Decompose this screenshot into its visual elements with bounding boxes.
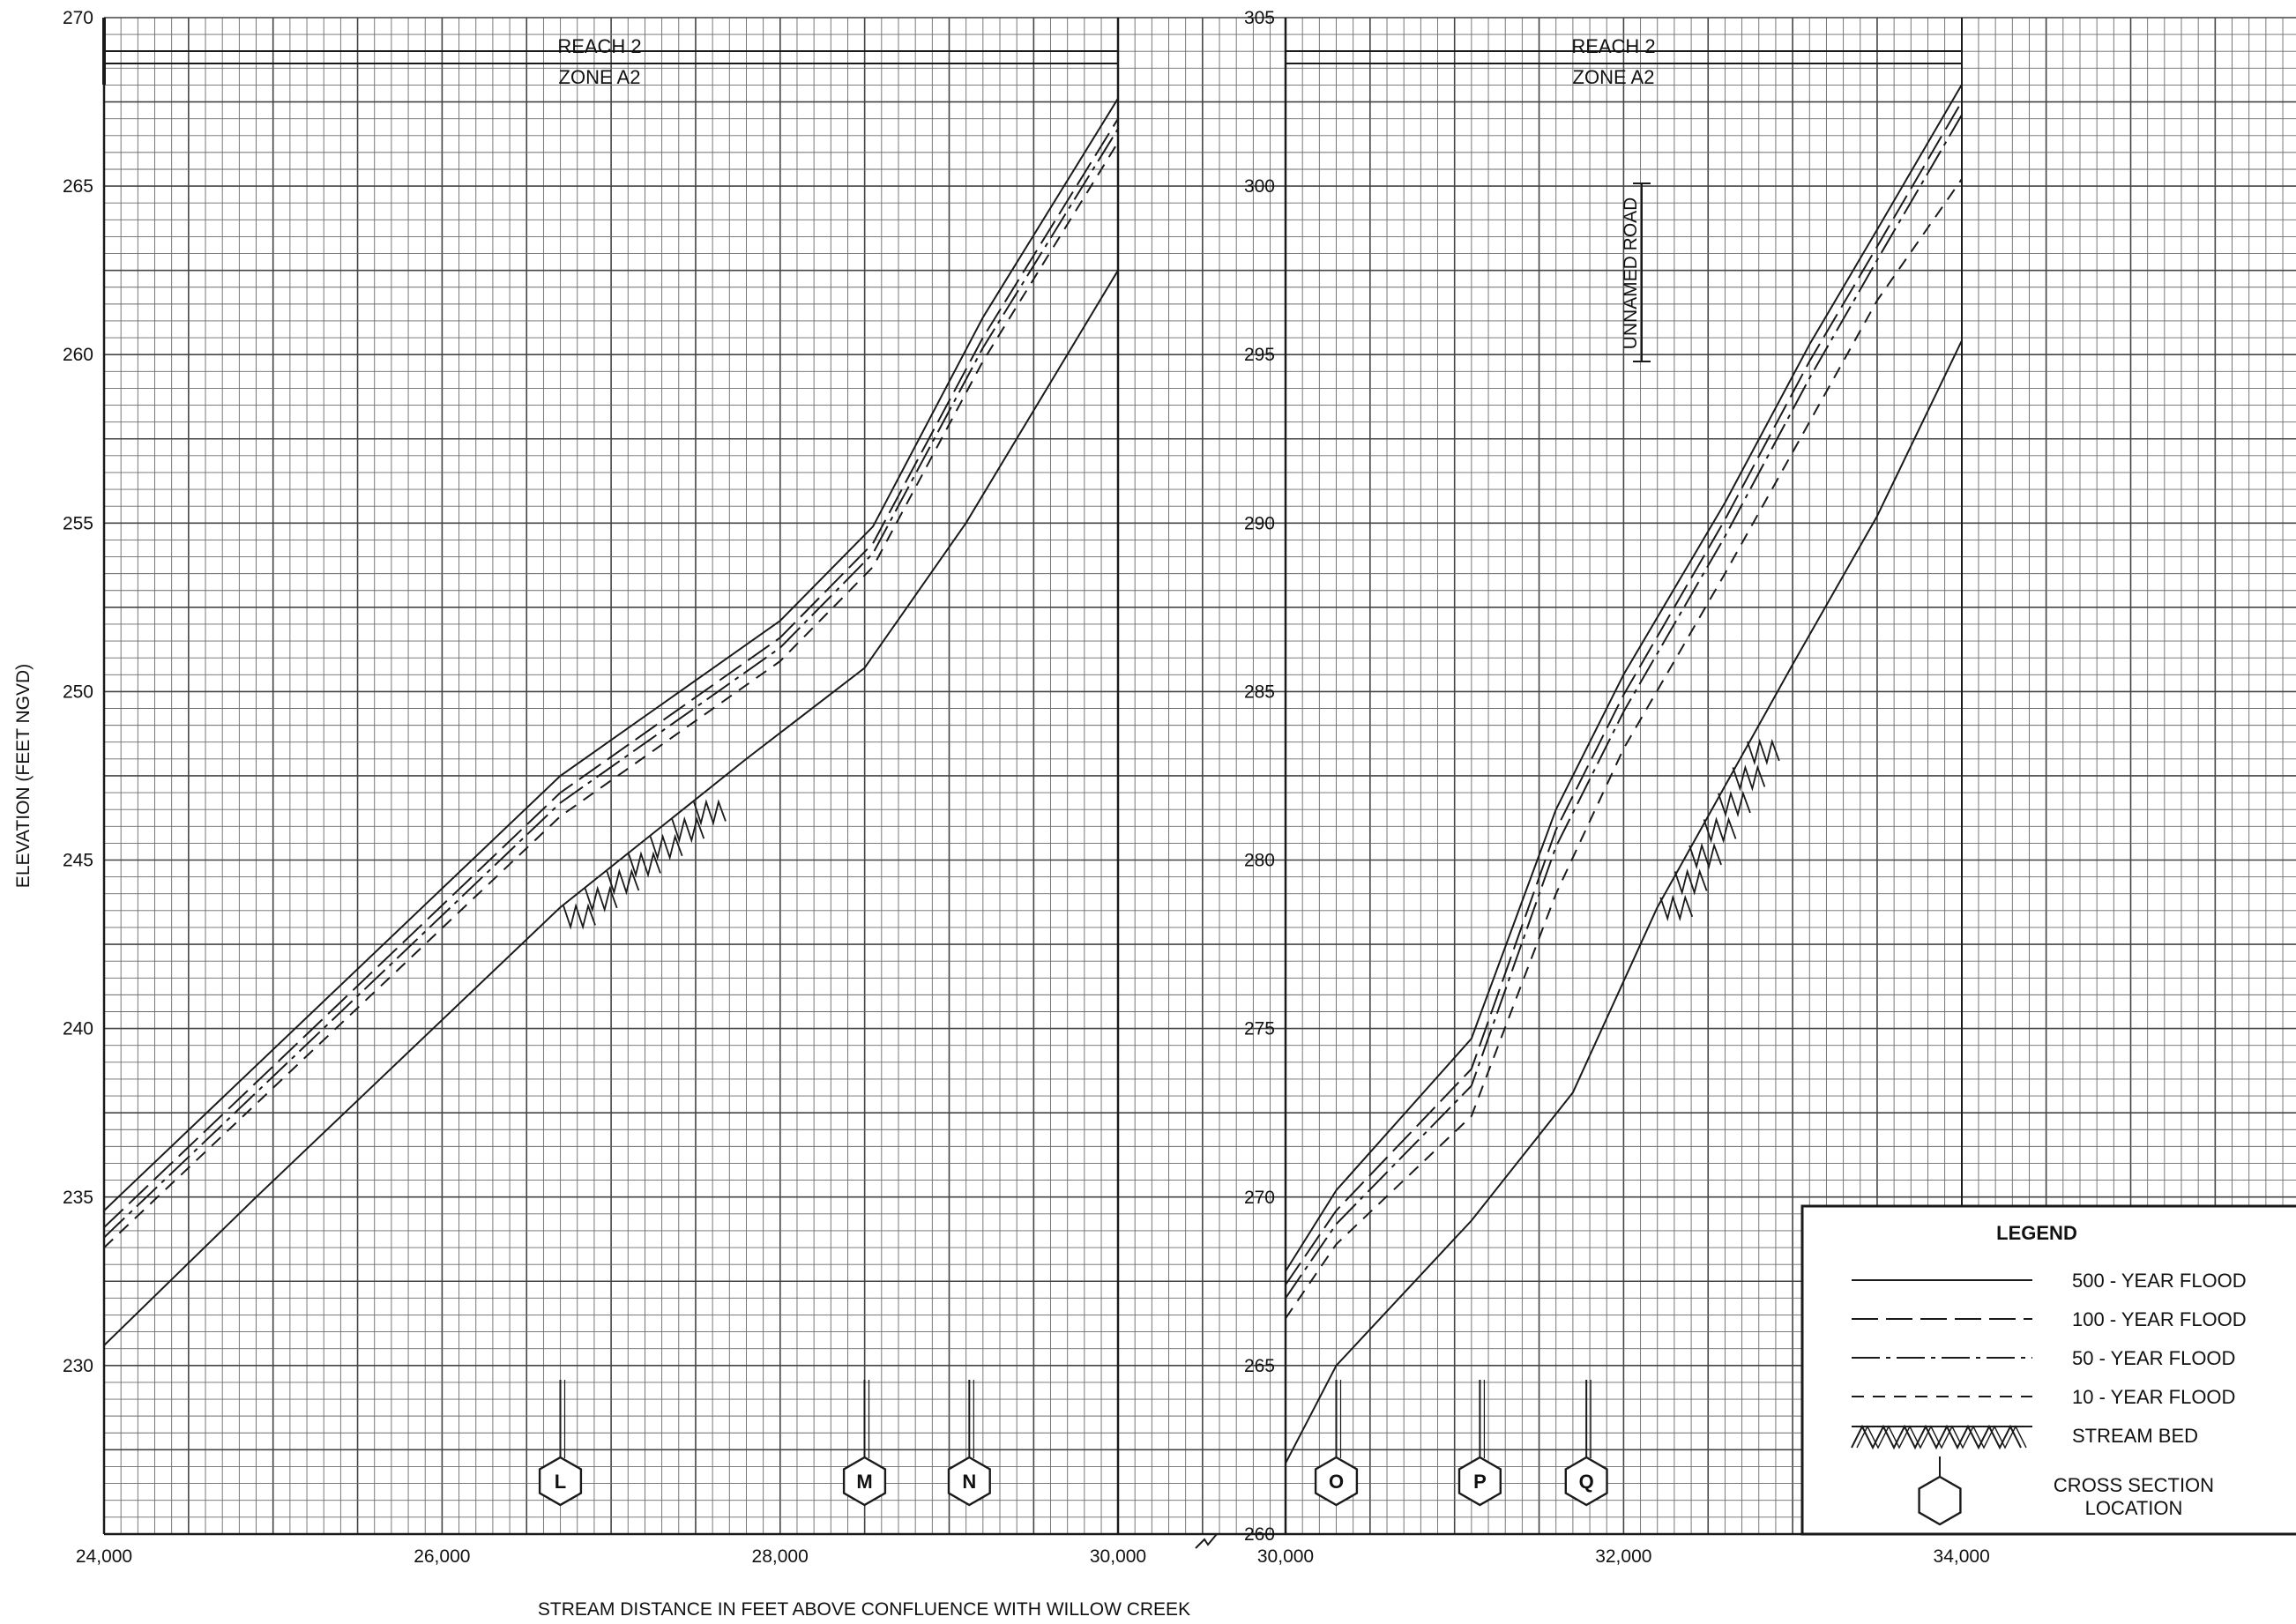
- legend-item-label: 10 - YEAR FLOOD: [2072, 1386, 2235, 1408]
- left-x-tick-label: 28,000: [752, 1546, 809, 1567]
- right-y-tick-label: 275: [1244, 1019, 1275, 1039]
- left-y-tick-label: 255: [63, 513, 93, 533]
- cross-section-q: Q: [1564, 1380, 1608, 1507]
- stream-bed-hatch-mark: [1659, 894, 1694, 922]
- cross-section-o: O: [1314, 1380, 1359, 1507]
- unnamed-road-label: UNNAMED ROAD: [1621, 197, 1641, 350]
- stream-bed-hatch-mark: [584, 885, 618, 913]
- left-y-tick-label: 265: [63, 176, 93, 197]
- legend-item-label: STREAM BED: [2072, 1425, 2198, 1447]
- right-y-tick-label: 265: [1244, 1356, 1275, 1376]
- left-y-tick-label: 240: [63, 1019, 93, 1039]
- left-series-solid: [103, 98, 1119, 1211]
- right-series-dash-dot: [1285, 115, 1963, 1299]
- left-stream-bed-hatch: [563, 799, 727, 930]
- cross-section-hexagon-icon: [842, 1456, 887, 1507]
- cross-section-label: P: [1473, 1471, 1487, 1493]
- left-y-tick-label: 245: [63, 851, 93, 871]
- right-panel: 260 265 270 275 280 285 290 295 300 305 30,000 32,0…: [1244, 8, 1990, 1567]
- cross-section-n: N: [947, 1380, 991, 1507]
- legend-item-label-line: LOCATION: [2085, 1497, 2183, 1519]
- zone-label: ZONE A2: [559, 66, 641, 88]
- cross-section-label: O: [1329, 1471, 1344, 1493]
- cross-section-l: L: [538, 1380, 583, 1507]
- cross-section-p: P: [1457, 1380, 1502, 1507]
- stream-bed-hatch-mark: [671, 816, 705, 844]
- legend-item-label: CROSS SECTION LOCATION: [2054, 1474, 2214, 1519]
- legend-hexagon-icon: [1918, 1475, 1962, 1526]
- right-series-solid: [1285, 84, 1963, 1272]
- right-y-tick-label: 300: [1244, 176, 1275, 197]
- right-series-bed: [1285, 340, 1963, 1464]
- right-y-tick-label: 285: [1244, 682, 1275, 702]
- left-y-tick-label: 235: [63, 1188, 93, 1208]
- cross-section-label: L: [555, 1471, 566, 1493]
- legend: LEGEND 500 - YEAR FLOOD 100 - YEAR FLOOD 50…: [1800, 1204, 2296, 1536]
- stream-bed-hatch-mark: [693, 799, 727, 826]
- cross-section-hexagon-icon: [1564, 1456, 1608, 1507]
- legend-item-label: 50 - YEAR FLOOD: [2072, 1347, 2235, 1369]
- right-y-tick-label: 280: [1244, 851, 1275, 871]
- left-y-tick-label: 230: [63, 1356, 93, 1376]
- left-y-tick-label: 270: [63, 8, 93, 28]
- legend-item-label-line: CROSS SECTION: [2054, 1474, 2214, 1496]
- cross-section-m: M: [842, 1380, 887, 1507]
- left-y-tick-label: 250: [63, 682, 93, 702]
- legend-title: LEGEND: [1996, 1222, 2077, 1244]
- y-axis-label: ELEVATION (FEET NGVD): [13, 664, 34, 888]
- left-series-dash-dot: [103, 128, 1119, 1239]
- stream-bed-hatch-mark: [1703, 816, 1737, 844]
- stream-bed-hatch-mark: [1732, 764, 1766, 792]
- right-stream-bed-hatch: [1659, 738, 1780, 922]
- legend-item-label: 100 - YEAR FLOOD: [2072, 1308, 2247, 1330]
- stream-bed-hatch-mark: [1674, 868, 1708, 896]
- legend-swatch-bed-hatch: [1851, 1424, 2022, 1450]
- cross-section-hexagon-icon: [538, 1456, 583, 1507]
- right-x-tick-label: 34,000: [1934, 1546, 1990, 1567]
- cross-section-hexagon-icon: [1314, 1456, 1359, 1507]
- left-y-tick-label: 260: [63, 345, 93, 365]
- legend-box: [1800, 1204, 2296, 1536]
- right-x-tick-label: 32,000: [1595, 1546, 1651, 1567]
- left-x-tick-label: 30,000: [1090, 1546, 1146, 1567]
- zone-label: ZONE A2: [1573, 66, 1655, 88]
- right-y-tick-label: 295: [1244, 345, 1275, 365]
- right-y-tick-label: 305: [1244, 8, 1275, 28]
- left-series-long-dash: [103, 118, 1119, 1228]
- legend-item-label: 500 - YEAR FLOOD: [2072, 1270, 2247, 1292]
- cross-section-hexagon-icon: [947, 1456, 991, 1507]
- axis-break-mark: [1195, 1533, 1218, 1549]
- stream-bed-hatch-mark: [649, 833, 683, 861]
- grid-layer: [102, 17, 2296, 1536]
- stream-bed-hatch-mark: [1746, 738, 1780, 766]
- reach-label: REACH 2: [1571, 35, 1655, 57]
- left-series-short-dash: [103, 141, 1119, 1248]
- right-y-tick-label: 260: [1244, 1524, 1275, 1545]
- stream-bed-hatch-mark: [606, 868, 640, 896]
- right-series-short-dash: [1285, 178, 1963, 1319]
- right-y-tick-label: 290: [1244, 513, 1275, 533]
- cross-section-label: N: [962, 1471, 976, 1493]
- left-x-tick-label: 26,000: [414, 1546, 470, 1567]
- left-series-bed: [103, 270, 1119, 1346]
- right-series-long-dash: [1285, 101, 1963, 1285]
- cross-section-label: Q: [1579, 1471, 1594, 1493]
- stream-bed-hatch-mark: [628, 851, 661, 878]
- legend-swatch-bed-hatch: [1856, 1425, 2027, 1449]
- cross-section-hexagon-icon: [1457, 1456, 1502, 1507]
- left-x-tick-label: 24,000: [76, 1546, 132, 1567]
- right-x-tick-label: 30,000: [1257, 1546, 1314, 1567]
- reach-label: REACH 2: [557, 35, 641, 57]
- stream-bed-hatch-mark: [563, 903, 596, 930]
- left-panel: 230 235 240 245 250 255 260 265 270 24,000 26,000 2…: [63, 8, 1146, 1567]
- cross-section-label: M: [856, 1471, 872, 1493]
- stream-bed-hatch-mark: [1688, 842, 1722, 870]
- right-y-tick-label: 270: [1244, 1188, 1275, 1208]
- stream-bed-hatch-mark: [1718, 790, 1751, 818]
- panels-layer: 230 235 240 245 250 255 260 265 270 24,000 26,000 2…: [63, 8, 1990, 1567]
- x-axis-label: STREAM DISTANCE IN FEET ABOVE CONFLUENCE…: [538, 1599, 1190, 1620]
